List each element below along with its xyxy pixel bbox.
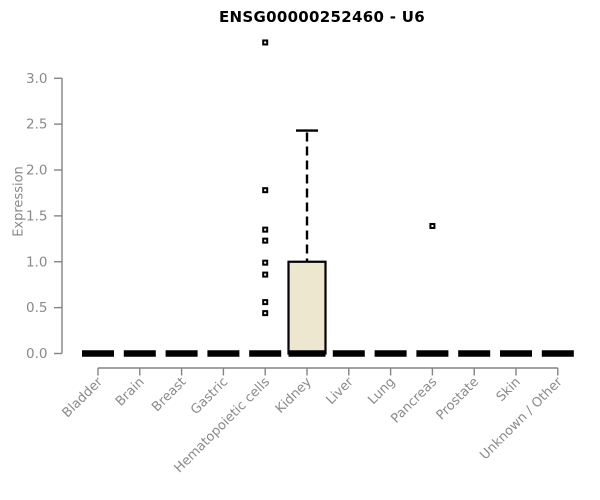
x-tick-label: Skin [494,375,524,405]
y-tick-label: 0.0 [26,346,47,362]
median-line-hematopoietic-cells [249,350,282,357]
median-line-bladder [82,350,114,357]
outlier-point [262,299,269,306]
x-tick-label: Kidney [273,375,315,417]
y-tick-label: 0.5 [26,300,47,316]
x-tick-label: Lung [365,375,398,408]
outlier-point [429,222,436,229]
median-line-unknown-other [541,350,574,357]
median-line-lung [374,350,407,357]
x-tick-label: Brain [113,375,148,410]
box-kidney [287,260,327,355]
y-tick-label: 2.0 [26,163,47,179]
x-tick-label: Liver [323,374,357,408]
x-tick-label: Unknown / Other [477,374,566,463]
median-line-skin [500,350,532,357]
outlier-point [262,226,269,233]
chart-title: ENSG00000252460 - U6 [218,8,425,26]
y-tick-label: 3.0 [26,71,47,87]
x-tick-label: Prostate [434,375,482,423]
median-line [288,350,326,357]
outlier-point [262,39,269,46]
outlier-point [262,271,269,278]
y-tick-label: 2.5 [26,117,47,133]
median-line-gastric [207,350,240,357]
median-line-brain [123,350,156,357]
median-line-prostate [458,350,491,357]
x-tick-label: Bladder [60,374,107,421]
outlier-point [262,187,269,194]
x-tick-label: Breast [149,375,189,415]
outlier-point [262,310,269,317]
x-tick-label: Pancreas [388,375,440,427]
y-tick-label: 1.0 [26,254,47,270]
median-line-breast [165,350,198,357]
median-line-pancreas [416,350,449,357]
outlier-point [262,259,269,266]
outlier-point [262,237,269,244]
y-tick-label: 1.5 [26,208,47,224]
median-line-liver [332,350,365,357]
